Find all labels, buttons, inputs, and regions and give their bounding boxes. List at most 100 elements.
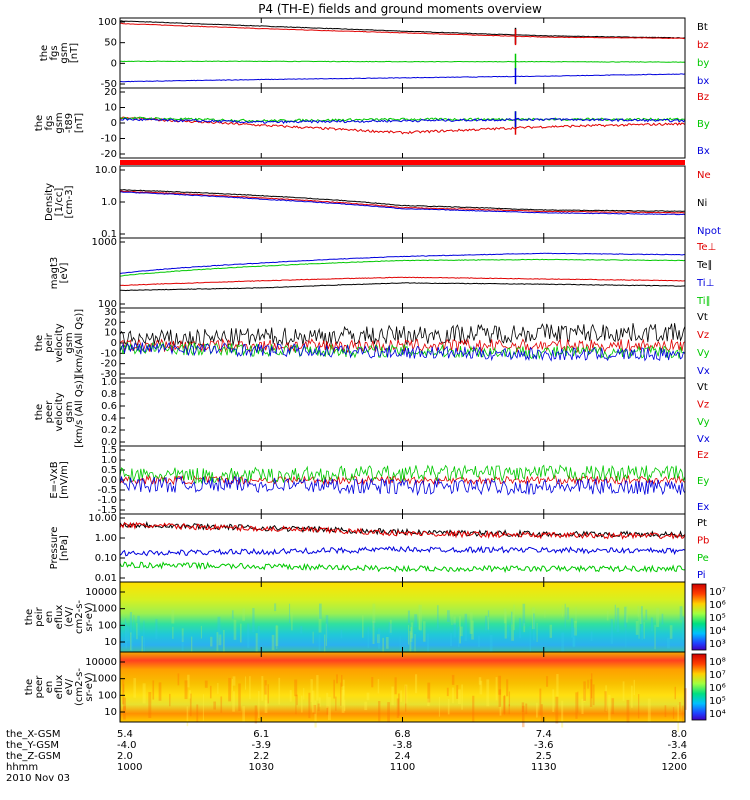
heatmap-streak: [583, 681, 586, 701]
colorbar-tick-label: 10⁶: [709, 600, 726, 611]
x-axis-value: 2.4: [395, 751, 411, 762]
y-tick-label: 0: [111, 58, 117, 69]
legend-label-bz: bz: [697, 40, 709, 51]
x-axis-value: 2.5: [536, 751, 552, 762]
y-tick-label: 1.5: [101, 445, 117, 456]
heatmap-streak: [556, 674, 559, 697]
heatmap-streak: [190, 636, 193, 656]
heatmap-streak: [239, 623, 242, 643]
heatmap-streak: [271, 634, 275, 651]
legend-label-Npot: Npot: [697, 226, 721, 237]
heatmap-streak: [577, 691, 579, 713]
x-axis-value: -3.8: [393, 740, 413, 751]
legend-label-Pe: Pe: [697, 553, 709, 564]
y-tick-label: 30: [104, 307, 117, 318]
heatmap-streak: [638, 613, 640, 639]
heatmap-streak: [209, 685, 212, 699]
x-axis-row-label: the_Z-GSM: [6, 751, 61, 762]
legend-label-Ez: Ez: [697, 450, 709, 461]
y-tick-label: 10.00: [88, 513, 117, 524]
heatmap-streak: [674, 686, 677, 700]
heatmap-streak: [573, 620, 577, 636]
legend-label-Vy: Vy: [697, 348, 710, 359]
heatmap-streak: [410, 632, 413, 642]
y-axis-label-line: [nT]: [74, 113, 85, 133]
heatmap-streak: [184, 680, 188, 700]
heatmap-streak: [372, 620, 375, 644]
heatmap-streak: [366, 692, 370, 701]
heatmap-streak: [511, 611, 513, 625]
heatmap-streak: [410, 631, 413, 649]
heatmap-streak: [186, 706, 189, 727]
heatmap-streak: [427, 682, 431, 703]
heatmap-streak: [319, 603, 322, 619]
heatmap-streak: [217, 616, 221, 638]
heatmap-streak: [223, 629, 225, 655]
legend-label-Ey: Ey: [697, 476, 709, 487]
y-tick-label: -10: [101, 348, 117, 359]
y-tick-label: 0: [111, 118, 117, 129]
y-axis-label-line: magt3: [49, 257, 60, 290]
y-axis-label-line: gsm: [64, 332, 75, 353]
heatmap-streak: [575, 692, 578, 719]
x-axis-value: 6.1: [253, 729, 269, 740]
series-line-Te∥: [120, 282, 686, 292]
heatmap-streak: [396, 698, 400, 718]
y-tick-label: 0.4: [101, 413, 117, 424]
heatmap-streak: [679, 702, 681, 712]
y-axis-label-line: the: [39, 45, 50, 61]
y-tick-label: 10: [104, 707, 117, 718]
heatmap-streak: [464, 613, 468, 642]
y-axis-label-line: fgs: [44, 115, 55, 130]
panel-frame: [119, 87, 686, 159]
series-line-Ni: [119, 189, 686, 212]
heatmap-streak: [326, 706, 329, 715]
colorbar-tick-label: 10⁷: [709, 587, 726, 598]
heatmap-streak: [387, 636, 389, 650]
y-tick-label: 0.0: [101, 437, 117, 448]
heatmap-streak: [249, 676, 251, 700]
heatmap-streak: [572, 627, 576, 648]
heatmap-streak: [137, 615, 140, 636]
x-axis-value: 2.2: [253, 751, 269, 762]
heatmap-streak: [611, 698, 615, 715]
heatmap-streak: [407, 610, 410, 623]
panel-6: 1.00.80.60.40.20.0 Vt Vz Vy Vx the peer velocit…: [34, 376, 710, 448]
y-axis-label-line: the: [34, 335, 45, 351]
heatmap-streak: [461, 684, 463, 710]
panel-1: 100 50 0 -50 Bt bz by bx the fgs gsm [nT]: [39, 17, 709, 90]
heatmap-streak: [486, 679, 490, 707]
colorbar: [691, 583, 707, 651]
heatmap-streak: [314, 700, 317, 728]
y-axis-label-line: peer: [34, 675, 45, 699]
y-tick-label: 10000: [85, 587, 117, 598]
y-tick-label: 20: [104, 317, 117, 328]
y-tick-label: 1.0: [101, 197, 117, 208]
heatmap-streak: [342, 685, 345, 706]
heatmap-streak: [415, 674, 418, 694]
heatmap-streak: [679, 606, 683, 621]
heatmap-streak: [181, 628, 184, 643]
legend-label-Bt: Bt: [697, 22, 708, 33]
heatmap-streak: [452, 687, 454, 704]
heatmap-streak: [254, 705, 258, 724]
heatmap-streak: [525, 703, 528, 715]
panel-7: 1.51.00.50.0-0.5-1.0-1.5 Ez Ey Ex E=-VxB [mV/…: [49, 445, 709, 516]
heatmap-streak: [310, 678, 312, 702]
heatmap-streak: [124, 618, 126, 642]
x-axis-value: -3.4: [667, 740, 687, 751]
y-tick-label: 20: [104, 87, 117, 98]
heatmap-streak: [220, 696, 223, 713]
heatmap-streak: [487, 610, 490, 632]
heatmap-streak: [129, 612, 133, 635]
y-axis-label-line: eV/: [64, 678, 75, 695]
heatmap-streak: [295, 705, 297, 715]
heatmap-streak: [451, 613, 453, 626]
heatmap-streak: [508, 704, 510, 715]
heatmap-streak: [275, 625, 279, 647]
heatmap-streak: [478, 635, 480, 648]
heatmap-streak: [523, 623, 526, 633]
